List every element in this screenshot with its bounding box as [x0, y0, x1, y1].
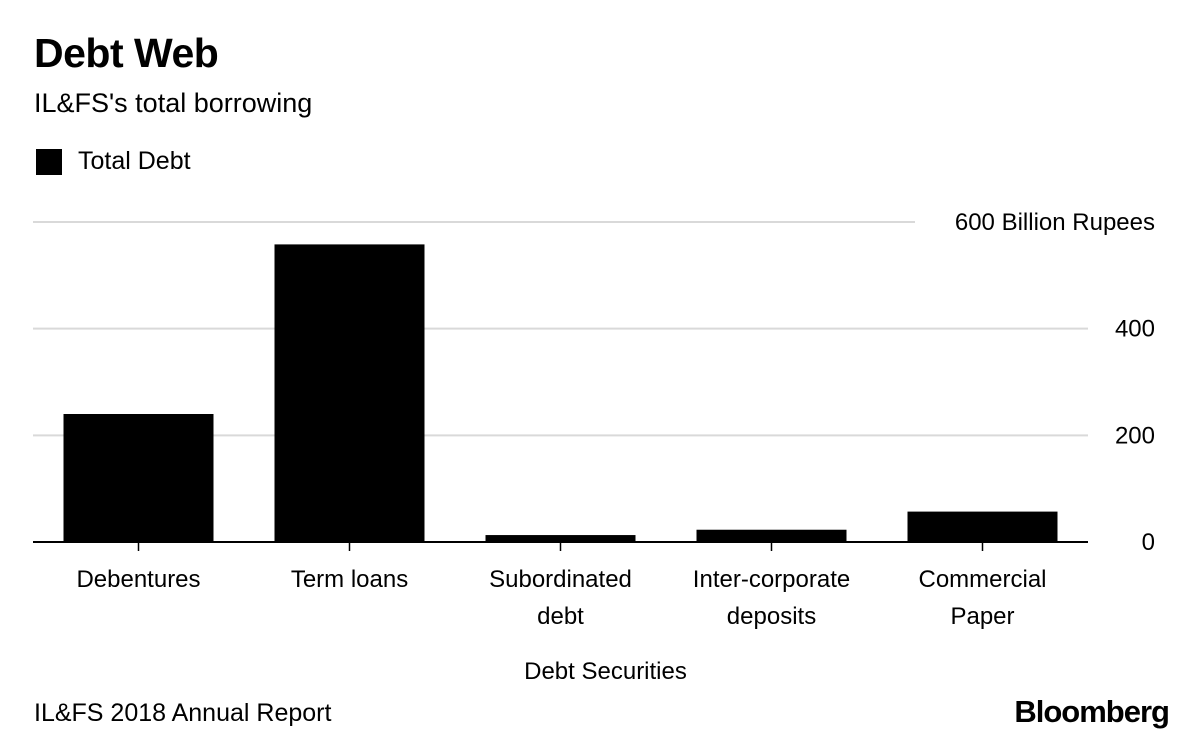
legend-label: Total Debt: [78, 147, 191, 175]
bloomberg-logo: Bloomberg: [1014, 694, 1170, 729]
chart-subtitle: IL&FS's total borrowing: [34, 88, 313, 118]
x-tick-label: Inter-corporate: [693, 566, 850, 593]
source-note: IL&FS 2018 Annual Report: [34, 699, 332, 727]
x-tick-label: debt: [537, 603, 584, 630]
y-tick-label: 400: [1115, 316, 1155, 343]
bar: [696, 529, 847, 542]
bar: [274, 244, 425, 542]
legend: Total Debt: [36, 147, 191, 176]
x-tick-label: Subordinated: [489, 566, 632, 593]
x-tick-label: Debentures: [76, 566, 200, 593]
bar: [485, 535, 636, 542]
x-tick-label: Paper: [950, 603, 1014, 630]
y-tick-label: 200: [1115, 422, 1155, 449]
bar: [63, 414, 214, 542]
x-axis-title: Debt Securities: [524, 658, 687, 685]
legend-swatch: [36, 148, 62, 175]
chart-title: Debt Web: [34, 30, 219, 76]
x-tick-label: Term loans: [291, 566, 408, 593]
y-tick-label: 0: [1142, 529, 1155, 556]
bar: [907, 511, 1058, 542]
x-tick-label: deposits: [727, 603, 816, 630]
x-tick-label: Commercial: [918, 566, 1046, 593]
y-tick-label: 600 Billion Rupees: [955, 209, 1155, 236]
